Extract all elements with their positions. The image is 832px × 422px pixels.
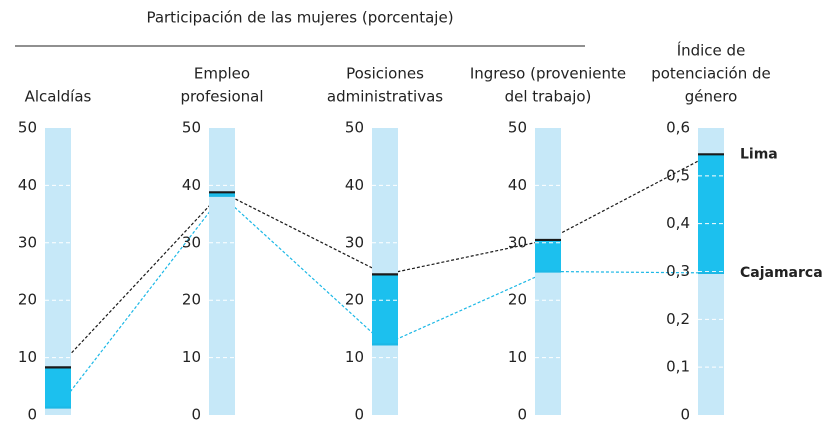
y-tick-label: 0 [517,406,527,422]
range-bar [45,367,71,408]
axis-title: administrativas [327,88,443,106]
y-tick-label: 50 [345,119,364,137]
y-tick-label: 0,6 [666,119,690,137]
y-tick-label: 20 [345,291,364,309]
axis-title: del trabajo) [505,88,592,106]
range-bar [535,239,561,272]
axis-title: Ingreso (proveniente [470,65,626,83]
series-label: Cajamarca [740,265,823,281]
range-bar [372,274,398,345]
y-tick-label: 50 [18,119,37,137]
axis-title: Posiciones [346,65,424,83]
chart-title: Participación de las mujeres (porcentaje… [146,9,453,27]
axis-title: Empleo [194,65,250,83]
y-tick-label: 0 [27,406,37,422]
y-tick-label: 20 [182,291,201,309]
series-label: Lima [740,146,778,162]
y-tick-label: 20 [508,291,527,309]
axis-bar [209,128,235,415]
y-tick-label: 40 [182,176,201,194]
y-tick-label: 0,1 [666,358,690,376]
y-tick-label: 50 [508,119,527,137]
y-tick-label: 20 [18,291,37,309]
range-bar [209,192,235,196]
y-tick-label: 0,2 [666,310,690,328]
y-tick-label: 30 [508,233,527,251]
y-tick-label: 0 [354,406,364,422]
axis-title: Alcaldías [25,88,92,106]
range-bar [698,154,724,273]
y-tick-label: 0 [680,406,690,422]
axis-title: género [685,88,738,106]
y-tick-label: 0,3 [666,262,690,280]
y-tick-label: 40 [345,176,364,194]
series-line [57,194,712,408]
axis-bar [372,128,398,415]
y-tick-label: 0 [191,406,201,422]
y-tick-label: 10 [18,348,37,366]
axis-title: Índice de [677,41,746,60]
y-tick-label: 0,5 [666,166,690,184]
y-tick-label: 30 [18,233,37,251]
axis-title: potenciación de [651,65,771,83]
y-tick-label: 10 [508,348,527,366]
y-tick-label: 10 [182,348,201,366]
y-tick-label: 0,4 [666,214,690,232]
y-tick-label: 50 [182,119,201,137]
y-tick-label: 30 [182,233,201,251]
y-tick-label: 40 [508,176,527,194]
axis-title: profesional [180,88,263,106]
y-tick-label: 10 [345,348,364,366]
y-tick-label: 30 [345,233,364,251]
y-tick-label: 40 [18,176,37,194]
